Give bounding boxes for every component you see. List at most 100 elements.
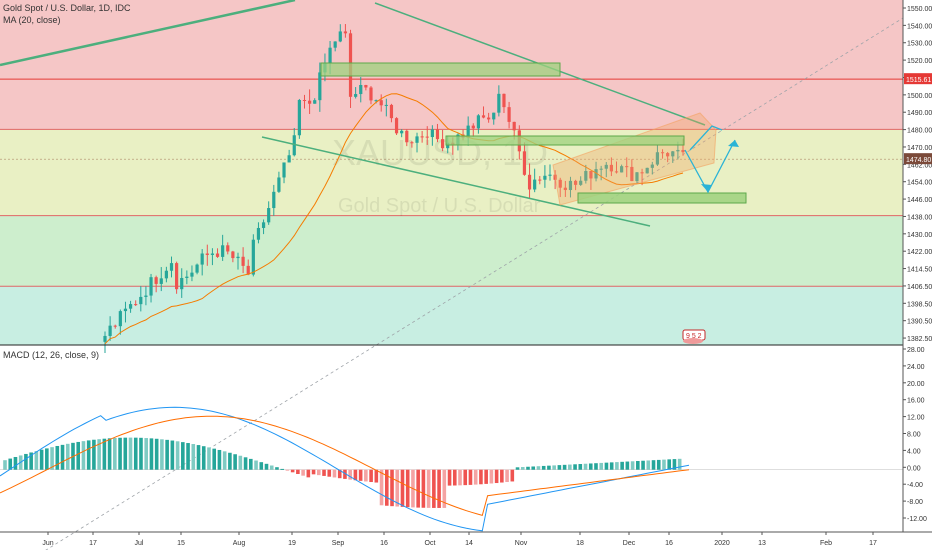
macd-histogram-bar: [322, 469, 326, 476]
macd-histogram-bar: [296, 469, 300, 475]
candle-body: [180, 277, 184, 290]
ma-line: [104, 93, 684, 345]
badge-marker: [683, 338, 703, 344]
macd-histogram-bar: [358, 469, 363, 481]
macd-histogram-bar: [651, 460, 656, 470]
macd-histogram-bar: [630, 461, 635, 470]
price-tick-label: 1406.50: [907, 284, 932, 291]
macd-histogram-bar: [175, 441, 180, 470]
candle-body: [364, 85, 368, 88]
candle-body: [313, 100, 317, 104]
dotted-trendline: [45, 0, 932, 550]
zone-band: [0, 215, 903, 287]
time-tick-label: 18: [576, 540, 584, 547]
candle-body: [338, 31, 342, 42]
signal-line: [0, 415, 690, 517]
legend-title: Gold Spot / U.S. Dollar, 1D, IDC: [3, 3, 131, 13]
macd-histogram-bar: [547, 465, 551, 470]
candle-body: [420, 136, 424, 138]
time-tick-label: Feb: [820, 540, 832, 547]
candle-body: [676, 149, 680, 152]
candle-body: [635, 172, 639, 182]
macd-histogram-bar: [24, 453, 28, 470]
macd-histogram-bar: [139, 437, 143, 470]
macd-histogram-bar: [578, 464, 583, 470]
candle-body: [650, 164, 654, 168]
candle-body: [487, 117, 491, 120]
candle-body: [405, 130, 409, 143]
candle-body: [231, 251, 235, 259]
macd-histogram-bar: [217, 449, 222, 470]
macd-tick-label: 12.00: [907, 415, 925, 422]
macd-histogram-bar: [233, 454, 237, 470]
price-zones: [0, 0, 903, 345]
macd-tick-label: 28.00: [907, 347, 925, 354]
time-tick-label: Oct: [425, 540, 436, 547]
macd-histogram-bar: [479, 469, 483, 485]
candle-body: [389, 104, 394, 119]
price-tick-label: 1430.00: [907, 232, 932, 239]
macd-histogram-bar: [662, 459, 666, 470]
candle-body: [614, 171, 619, 173]
macd-histogram-bar: [447, 469, 452, 486]
ref-price-tag-bg: [904, 73, 932, 85]
candle-body: [123, 308, 128, 312]
last-price-tag-bg: [904, 153, 932, 165]
candle-body: [430, 129, 434, 138]
drawings-back: [45, 0, 932, 550]
macd-tick-label: 20.00: [907, 381, 925, 388]
candle-body: [113, 325, 117, 327]
macd-histogram-bar: [573, 464, 577, 470]
macd-histogram-bar: [620, 461, 624, 470]
macd-histogram-bar: [317, 469, 321, 476]
macd-histogram-bar: [599, 462, 604, 470]
candle-body: [609, 164, 613, 172]
ref-price-tag-text: 1515.61: [906, 77, 931, 84]
macd-histogram-bar: [353, 469, 358, 481]
candle-body: [292, 135, 296, 156]
candle-body: [538, 179, 542, 181]
candle-body: [128, 304, 133, 309]
candle-body: [200, 253, 204, 265]
macd-histogram-bar: [228, 452, 232, 470]
candle-body: [415, 136, 419, 143]
macd-histogram-bar: [285, 469, 290, 471]
candle-body: [287, 155, 291, 163]
time-tick-label: 15: [177, 540, 185, 547]
macd-histogram-bar: [526, 466, 530, 470]
candle-body: [118, 311, 122, 327]
macd-histogram-bar: [473, 469, 478, 485]
support-box: [577, 192, 747, 204]
macd-histogram-bar: [290, 469, 295, 473]
candle-body: [522, 151, 527, 175]
candle-body: [507, 107, 511, 122]
macd-histogram-bar: [207, 447, 211, 470]
time-tick-label: 17: [869, 540, 877, 547]
candle-body: [471, 125, 475, 129]
candle-body: [384, 104, 388, 106]
candle-body: [533, 179, 537, 190]
last-price-tag: 1474.80: [904, 153, 932, 165]
macd-histogram-bar: [160, 439, 164, 470]
macd-histogram-bar: [249, 458, 253, 470]
macd-histogram-bar: [505, 469, 509, 483]
candle-body: [563, 187, 567, 191]
macd-histogram-bar: [170, 440, 175, 470]
candle-body: [579, 180, 583, 185]
macd-histogram-bar: [416, 469, 420, 508]
mid-box: [445, 135, 685, 146]
macd-histogram-bar: [484, 469, 488, 484]
price-tick-label: 1500.00: [907, 93, 932, 100]
candle-body: [236, 256, 240, 259]
time-tick-label: 14: [465, 540, 473, 547]
price-tick-label: 1520.00: [907, 58, 932, 65]
macd-histogram-bar: [144, 438, 149, 470]
candle-body: [589, 171, 593, 179]
macd-histogram-bar: [400, 469, 405, 507]
candle-body: [369, 87, 373, 101]
candle-body: [159, 278, 163, 284]
candle-body: [282, 162, 286, 178]
macd-histogram-bar: [50, 447, 54, 470]
candle-body: [527, 174, 532, 190]
